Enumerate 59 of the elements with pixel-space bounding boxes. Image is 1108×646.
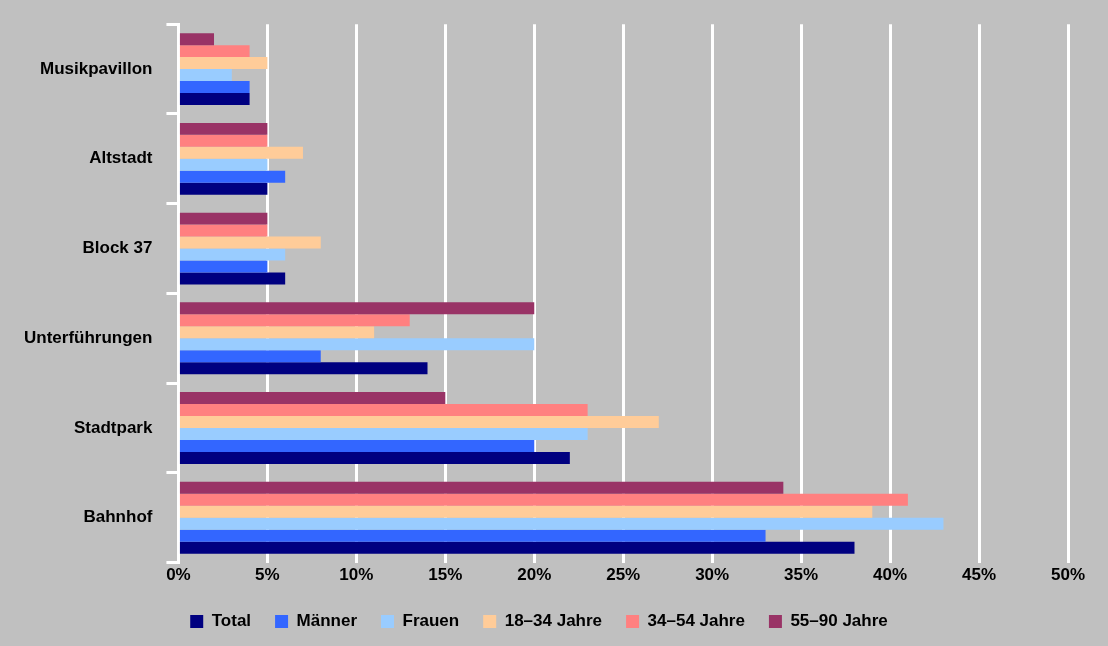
x-tick-label: 5% (255, 565, 280, 585)
bar (179, 182, 268, 195)
bar (179, 517, 944, 530)
bar (179, 428, 588, 440)
bar (179, 350, 321, 363)
x-tick-label: 45% (962, 565, 997, 585)
bar (179, 416, 659, 428)
legend-label: Männer (296, 611, 358, 631)
bar (179, 338, 535, 351)
bar (179, 392, 446, 405)
bar (179, 212, 268, 225)
bar (179, 314, 410, 327)
legend-label: 34–54 Jahre (647, 611, 745, 631)
y-tick-label: Unterführungen (23, 327, 153, 347)
bar (179, 272, 286, 285)
legend-label: 18–34 Jahre (504, 611, 603, 631)
bar (179, 134, 268, 147)
bar (179, 170, 286, 183)
y-tick-label: Bahnhof (83, 507, 153, 527)
bar (179, 541, 855, 554)
bar (179, 248, 286, 261)
x-tick-label: 15% (428, 565, 463, 585)
x-tick-label: 35% (784, 565, 819, 585)
bar (179, 81, 250, 93)
bar (179, 122, 268, 135)
bar (179, 362, 428, 375)
y-tick-label: Block 37 (82, 238, 153, 258)
y-tick-label: Stadtpark (74, 417, 153, 437)
bar (179, 236, 321, 249)
x-tick-label: 50% (1050, 565, 1086, 585)
bar (179, 439, 535, 452)
bar (179, 158, 268, 171)
bar (179, 493, 908, 506)
y-tick-label: Musikpavillon (40, 58, 153, 78)
bar (179, 33, 215, 46)
bar (179, 451, 570, 464)
bar (179, 93, 250, 105)
bar (179, 404, 588, 417)
y-tick-label: Altstadt (89, 148, 153, 168)
bar (179, 224, 268, 237)
legend-label: Total (211, 611, 252, 631)
bar (179, 260, 268, 273)
bar (179, 45, 250, 58)
x-tick-label: 30% (695, 565, 730, 585)
bar (179, 69, 232, 82)
bar (179, 481, 784, 494)
x-tick-label: 10% (339, 565, 374, 585)
bar (179, 505, 873, 518)
bar (179, 326, 375, 339)
legend-label: 55–90 Jahre (790, 611, 888, 631)
x-tick-label: 25% (606, 565, 641, 585)
x-tick-label: 40% (873, 565, 908, 585)
bar (179, 57, 268, 70)
x-tick-label: 0% (166, 565, 191, 585)
bar (179, 146, 303, 159)
x-tick-label: 20% (517, 565, 552, 585)
bar (179, 302, 535, 315)
legend-label: Frauen (402, 611, 460, 631)
bar (179, 529, 766, 542)
